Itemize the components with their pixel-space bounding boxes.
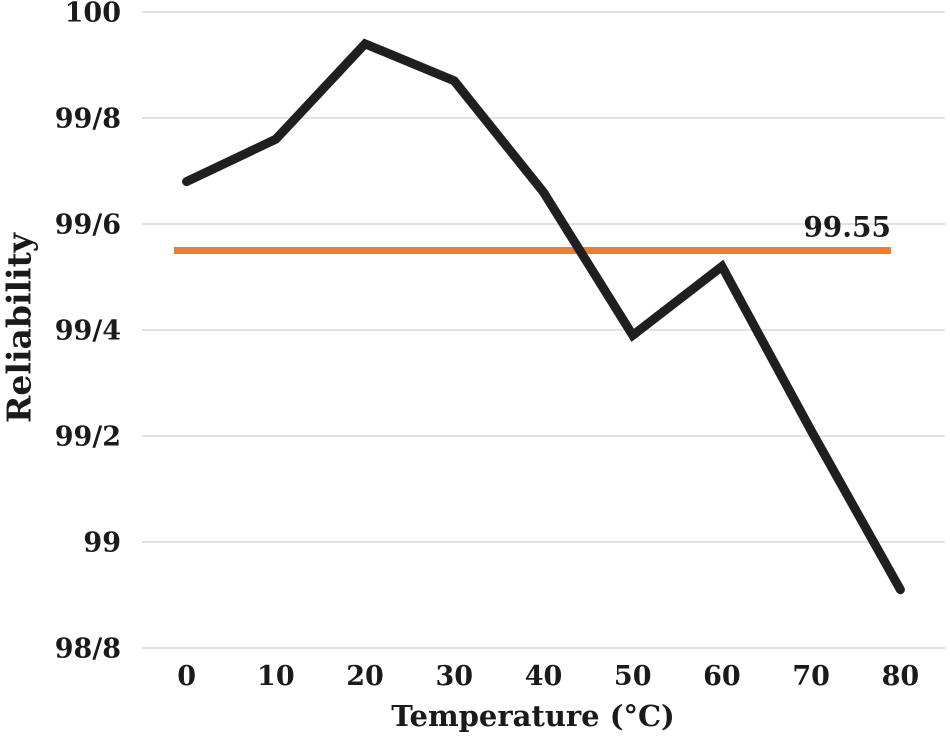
y-tick-label: 99/6 (55, 210, 121, 241)
threshold-label: 99.55 (803, 211, 891, 244)
y-tick-label: 99/8 (55, 104, 121, 135)
y-tick-label: 100 (65, 0, 121, 29)
x-tick-label: 0 (177, 661, 196, 692)
y-tick-label: 99/4 (55, 316, 121, 347)
x-tick-label: 70 (792, 661, 830, 692)
y-tick-label: 99/2 (55, 422, 121, 453)
x-tick-label: 10 (257, 661, 295, 692)
x-tick-label: 50 (614, 661, 652, 692)
x-axis-title: Temperature (°C) (391, 699, 675, 733)
x-tick-label: 30 (435, 661, 473, 692)
y-tick-label: 99 (83, 528, 121, 559)
x-tick-label: 20 (346, 661, 384, 692)
reliability-line (182, 38, 905, 595)
x-tick-label: 80 (882, 661, 920, 692)
y-tick-label: 98/8 (55, 634, 121, 665)
x-tick-label: 60 (703, 661, 741, 692)
x-tick-label: 40 (525, 661, 563, 692)
